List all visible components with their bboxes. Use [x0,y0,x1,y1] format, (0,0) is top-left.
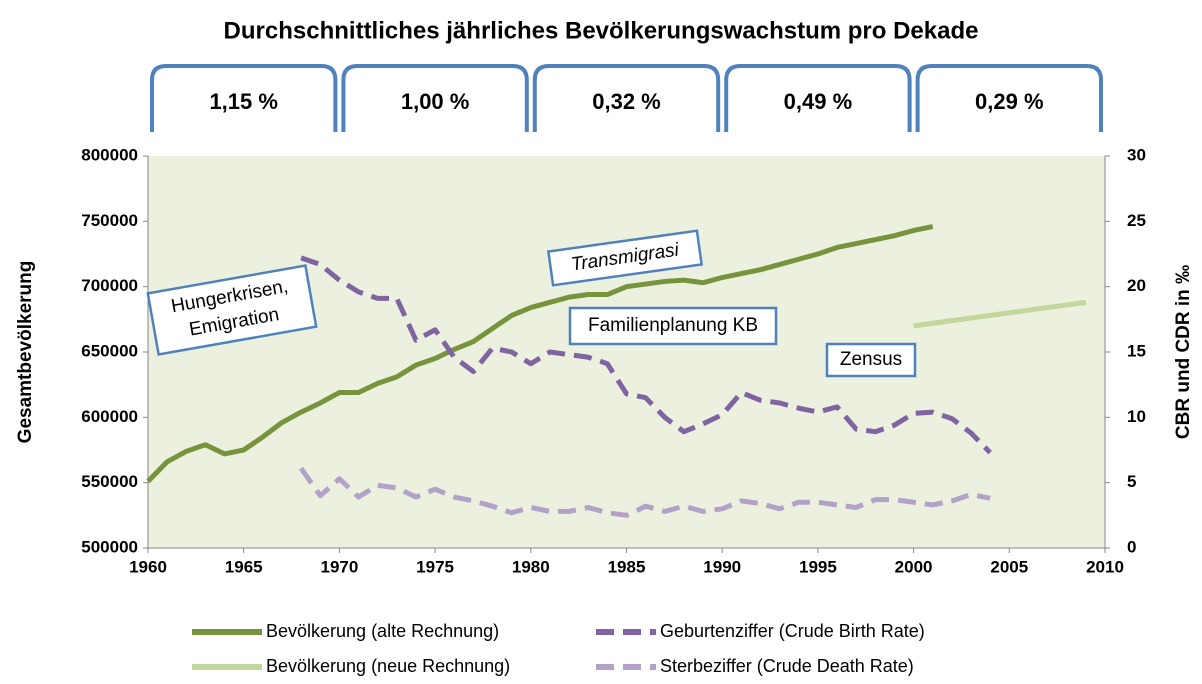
y2-tick-label: 5 [1127,472,1136,491]
decade-brace [532,64,721,132]
annotation-box [146,264,318,356]
y2-tick-label: 15 [1127,341,1146,360]
annotation: Transmigrasi [546,229,704,287]
decade-brace [915,64,1103,132]
y-tick-label: 700000 [81,276,138,295]
x-tick-label: 1975 [416,557,454,576]
decade-brace [724,64,912,132]
legend-label: Sterbeziffer (Crude Death Rate) [660,656,914,676]
annotation: Zensus [825,342,917,378]
series-line [299,466,991,518]
x-tick-label: 1980 [512,557,550,576]
annotation: Hungerkrisen,Emigration [146,264,318,356]
chart-title: Durchschnittliches jährliches Bevölkerun… [224,17,979,44]
y-tick-label: 500000 [81,537,138,556]
decade-label: 0,32 % [592,89,661,114]
x-tick-label: 2005 [990,557,1028,576]
x-tick-label: 1990 [703,557,741,576]
decade-brace [341,64,529,132]
y-axis-label: Gesamtbevölkerung [15,261,36,444]
y-tick-label: 550000 [81,472,138,491]
plot-area [148,156,1105,548]
x-tick-label: 2000 [895,557,933,576]
series-line [300,255,992,455]
legend-label: Bevölkerung (alte Rechnung) [266,621,499,641]
y2-tick-label: 30 [1127,145,1146,164]
series-line [913,299,1087,329]
x-tick-label: 2010 [1086,557,1124,576]
y-tick-label: 650000 [81,341,138,360]
y-tick-label: 750000 [81,211,138,230]
x-tick-label: 1995 [799,557,837,576]
y2-tick-label: 25 [1127,211,1146,230]
x-tick-label: 1960 [129,557,167,576]
y2-tick-label: 0 [1127,537,1136,556]
y-tick-label: 600000 [81,407,138,426]
decade-label: 0,29 % [975,89,1044,114]
y2-tick-label: 20 [1127,276,1146,295]
annotation-text: Familienplanung KB [588,315,758,336]
decade-label: 0,49 % [784,89,853,114]
annotation-box [546,229,704,287]
series-line [146,224,934,484]
decade-label: 1,00 % [401,89,470,114]
annotation-box [568,306,778,346]
legend-label: Geburtenziffer (Crude Birth Rate) [660,621,925,641]
x-tick-label: 1965 [225,557,263,576]
annotation: Familienplanung KB [568,306,778,346]
x-tick-label: 1985 [608,557,646,576]
decade-brace [150,64,338,132]
y2-tick-label: 10 [1127,407,1146,426]
x-tick-label: 1970 [320,557,358,576]
legend-label: Bevölkerung (neue Rechnung) [266,656,510,676]
decade-label: 1,15 % [209,89,278,114]
annotation-box [825,342,917,378]
annotation-text: Zensus [840,349,902,370]
y-tick-label: 800000 [81,145,138,164]
y2-axis-label: CBR und CDR in ‰ [1173,265,1194,439]
